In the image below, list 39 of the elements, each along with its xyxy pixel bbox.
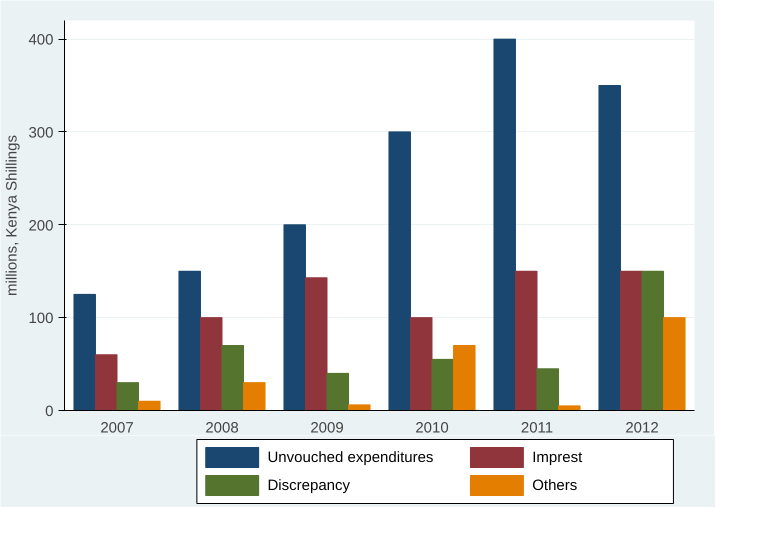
x-tick-label: 2011 [520, 420, 554, 436]
bar [432, 358, 454, 410]
bar [493, 38, 516, 410]
bar [642, 270, 664, 410]
y-tick-label: 100 [28, 310, 54, 328]
bar [304, 277, 328, 410]
legend-label: Unvouched expenditures [267, 449, 434, 466]
bar [620, 270, 642, 410]
legend-label: Discrepancy [267, 477, 351, 494]
y-axis-title: millions, Kenya Shillings [3, 135, 20, 296]
y-tick-label: 0 [45, 403, 54, 420]
x-tick-label: 2012 [625, 420, 659, 436]
x-tick-label: 2007 [100, 420, 134, 436]
x-tick-label: 2009 [310, 420, 344, 436]
bar [73, 294, 96, 410]
bar [410, 317, 432, 410]
bar [283, 224, 306, 410]
bar [200, 317, 222, 410]
y-tick-label: 400 [28, 32, 54, 49]
bar [536, 368, 560, 410]
bar [663, 317, 686, 410]
bar [222, 345, 244, 410]
bar [598, 85, 621, 410]
bar [348, 404, 371, 410]
legend-label: Imprest [532, 449, 584, 466]
bar [243, 382, 266, 410]
y-tick-label: 200 [28, 217, 54, 234]
bar [453, 345, 476, 410]
bar [138, 400, 161, 410]
bar [326, 372, 350, 410]
x-tick-label: 2008 [205, 420, 239, 436]
bar [178, 270, 201, 410]
bar [514, 270, 538, 410]
legend-label: Others [532, 477, 578, 494]
bar [94, 354, 118, 410]
x-tick-label: 2010 [415, 420, 449, 436]
bar [116, 382, 140, 410]
y-tick-label: 300 [28, 124, 54, 142]
bar [388, 131, 411, 410]
